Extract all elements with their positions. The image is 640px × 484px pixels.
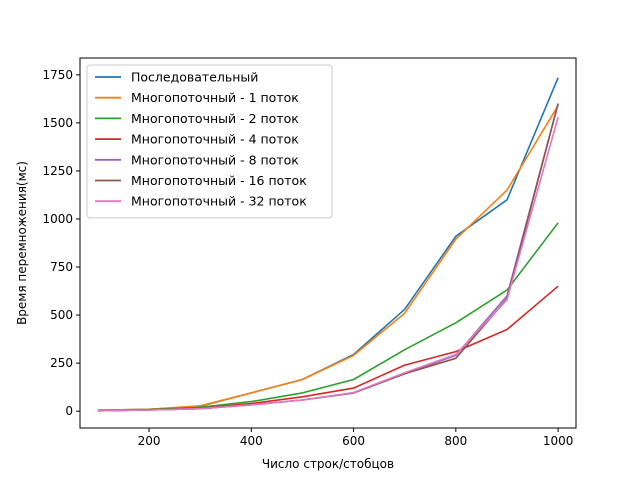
x-tick-label: 600 [342,434,365,448]
legend: Последовательный Многопоточный - 1 поток М… [86,64,333,219]
x-tick-label: 800 [444,434,467,448]
x-tick-label: 200 [138,434,161,448]
y-tick-label: 750 [50,260,73,274]
y-axis: 0 250 500 750 1000 1250 1500 1750 [42,68,80,418]
y-tick-label: 1250 [42,164,73,178]
legend-label: Многопоточный - 32 поток [131,194,307,209]
legend-label: Многопоточный - 16 поток [131,173,307,188]
legend-label: Многопоточный - 8 поток [131,152,299,167]
x-axis: 200 400 600 800 1000 [138,428,574,448]
plot-lines [97,77,559,412]
y-tick-label: 1750 [42,68,73,82]
y-tick-label: 1500 [42,116,73,130]
y-tick-label: 0 [65,404,73,418]
x-tick-label: 1000 [543,434,574,448]
x-axis-label: Число строк/стобцов [262,457,394,471]
legend-label: Многопоточный - 4 поток [131,132,299,147]
x-tick-label: 400 [240,434,263,448]
series-line [97,116,559,412]
y-tick-label: 1000 [42,212,73,226]
y-tick-label: 250 [50,356,73,370]
axes-frame [79,57,577,429]
legend-box [86,64,333,219]
legend-label: Последовательный [131,70,258,85]
y-tick-label: 500 [50,308,73,322]
series-line [97,105,559,411]
legend-label: Многопоточный - 2 поток [131,111,299,126]
y-axis-label: Время перемножения(мс) [15,161,29,325]
legend-label: Многопоточный - 1 поток [131,90,299,105]
